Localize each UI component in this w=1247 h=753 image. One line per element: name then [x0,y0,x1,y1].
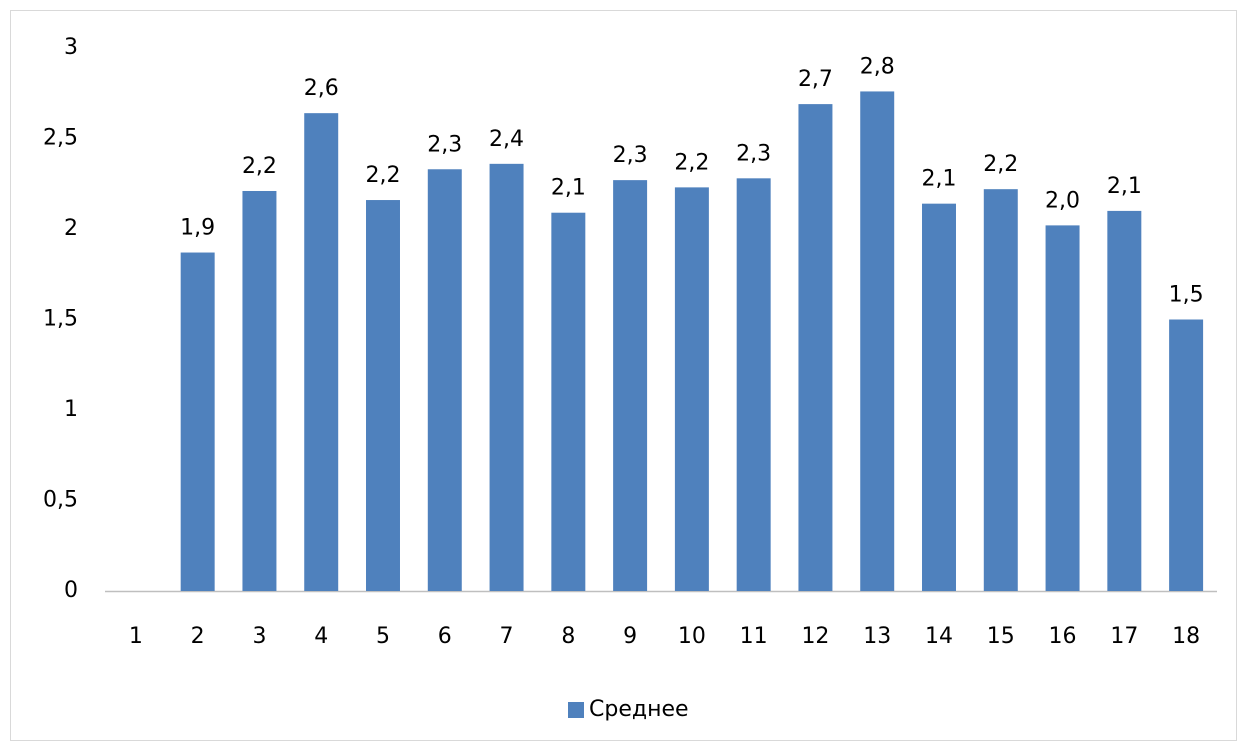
bar [551,212,586,591]
data-label: 2,3 [427,132,462,157]
data-label: 2,7 [798,67,833,92]
bar [304,113,339,591]
x-tick-label: 2 [191,624,205,649]
x-tick-label: 5 [376,624,390,649]
legend-label: Среднее [589,697,689,722]
x-tick-label: 17 [1110,624,1138,649]
bar [1045,225,1080,591]
x-tick-label: 10 [678,624,706,649]
bar [922,203,956,591]
data-label: 2,2 [674,150,709,175]
bar [180,252,215,591]
y-tick-label: 2,5 [43,126,78,151]
y-tick-label: 3 [64,35,78,60]
y-tick-label: 1,5 [43,307,78,332]
bar [1169,319,1204,591]
x-tick-label: 7 [500,624,514,649]
data-label: 1,5 [1169,283,1204,308]
x-tick-label: 18 [1172,624,1200,649]
x-tick-label: 12 [801,624,829,649]
x-tick-label: 9 [623,624,637,649]
y-tick-label: 0 [64,578,78,603]
bar [1107,210,1142,591]
x-tick-label: 14 [925,624,953,649]
bar [489,163,524,591]
bar [427,169,462,591]
bar [242,190,277,592]
x-tick-label: 3 [252,624,266,649]
data-label: 2,1 [1107,174,1142,199]
x-tick-label: 15 [987,624,1015,649]
data-label: 2,0 [1045,188,1080,213]
y-tick-label: 2 [64,216,78,241]
data-label: 2,4 [489,127,524,152]
x-tick-label: 13 [863,624,891,649]
data-label: 2,3 [613,143,648,168]
data-label: 2,2 [242,154,277,179]
data-label: 2,3 [736,141,771,166]
data-label: 2,1 [551,176,586,201]
x-tick-label: 16 [1049,624,1077,649]
x-tick-label: 6 [438,624,452,649]
bar [860,91,895,591]
data-label: 2,1 [922,167,957,192]
bar [736,178,771,591]
bar [983,189,1018,591]
data-label: 2,6 [304,76,339,101]
data-label: 1,9 [180,216,215,241]
bar [674,187,709,591]
x-tick-label: 11 [740,624,768,649]
bar [798,104,833,592]
y-tick-label: 1 [64,397,78,422]
legend-swatch [568,702,584,718]
y-tick-label: 0,5 [43,488,78,513]
x-tick-label: 1 [129,624,143,649]
data-label: 2,8 [860,54,895,79]
x-tick-label: 4 [314,624,328,649]
bar [613,180,648,591]
x-tick-label: 8 [561,624,575,649]
bar [366,200,400,592]
data-label: 2,2 [366,163,401,188]
data-label: 2,2 [983,152,1018,177]
